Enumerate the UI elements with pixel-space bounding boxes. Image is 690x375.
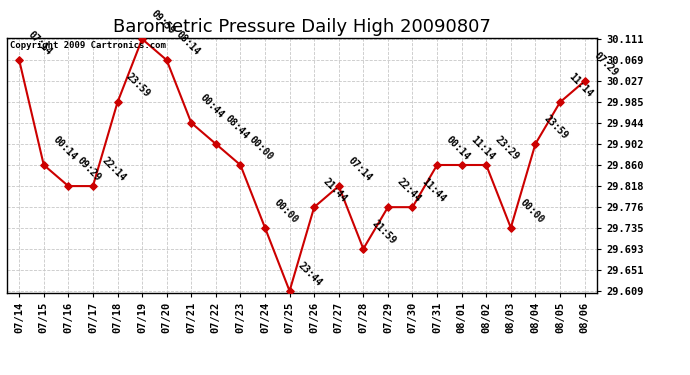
Point xyxy=(259,225,270,231)
Text: 00:00: 00:00 xyxy=(518,197,546,225)
Text: 11:14: 11:14 xyxy=(469,134,496,162)
Text: 09:29: 09:29 xyxy=(75,156,103,183)
Text: 21:44: 21:44 xyxy=(321,177,349,204)
Point xyxy=(505,225,516,231)
Text: 00:44: 00:44 xyxy=(198,92,226,120)
Text: 11:44: 11:44 xyxy=(420,177,447,204)
Point xyxy=(530,141,541,147)
Text: 09:59: 09:59 xyxy=(149,8,177,36)
Text: 08:14: 08:14 xyxy=(174,30,201,57)
Text: 21:59: 21:59 xyxy=(371,218,398,246)
Text: 11:14: 11:14 xyxy=(567,72,595,99)
Point xyxy=(161,57,172,63)
Point xyxy=(14,57,25,63)
Point xyxy=(358,246,369,252)
Text: 07:29: 07:29 xyxy=(591,51,620,78)
Point xyxy=(137,36,148,42)
Text: 07:14: 07:14 xyxy=(26,30,54,57)
Point xyxy=(88,183,99,189)
Point xyxy=(407,204,418,210)
Text: 22:44: 22:44 xyxy=(395,177,423,204)
Point xyxy=(579,78,590,84)
Point xyxy=(235,162,246,168)
Point xyxy=(112,99,123,105)
Text: 00:00: 00:00 xyxy=(272,197,299,225)
Text: 23:59: 23:59 xyxy=(124,72,152,99)
Point xyxy=(382,204,393,210)
Point xyxy=(456,162,467,168)
Text: 08:44: 08:44 xyxy=(223,113,250,141)
Text: 00:14: 00:14 xyxy=(444,134,472,162)
Point xyxy=(210,141,221,147)
Point xyxy=(308,204,319,210)
Title: Barometric Pressure Daily High 20090807: Barometric Pressure Daily High 20090807 xyxy=(113,18,491,36)
Text: 07:14: 07:14 xyxy=(346,156,373,183)
Point xyxy=(63,183,74,189)
Text: 00:14: 00:14 xyxy=(51,134,79,162)
Point xyxy=(186,120,197,126)
Point xyxy=(284,288,295,294)
Point xyxy=(431,162,442,168)
Text: Copyright 2009 Cartronics.com: Copyright 2009 Cartronics.com xyxy=(10,41,166,50)
Text: 23:29: 23:29 xyxy=(493,134,521,162)
Text: 00:00: 00:00 xyxy=(248,134,275,162)
Text: 23:44: 23:44 xyxy=(297,260,324,288)
Point xyxy=(333,183,344,189)
Point xyxy=(555,99,566,105)
Point xyxy=(481,162,492,168)
Text: 22:14: 22:14 xyxy=(100,156,128,183)
Point xyxy=(38,162,49,168)
Text: 23:59: 23:59 xyxy=(542,113,570,141)
